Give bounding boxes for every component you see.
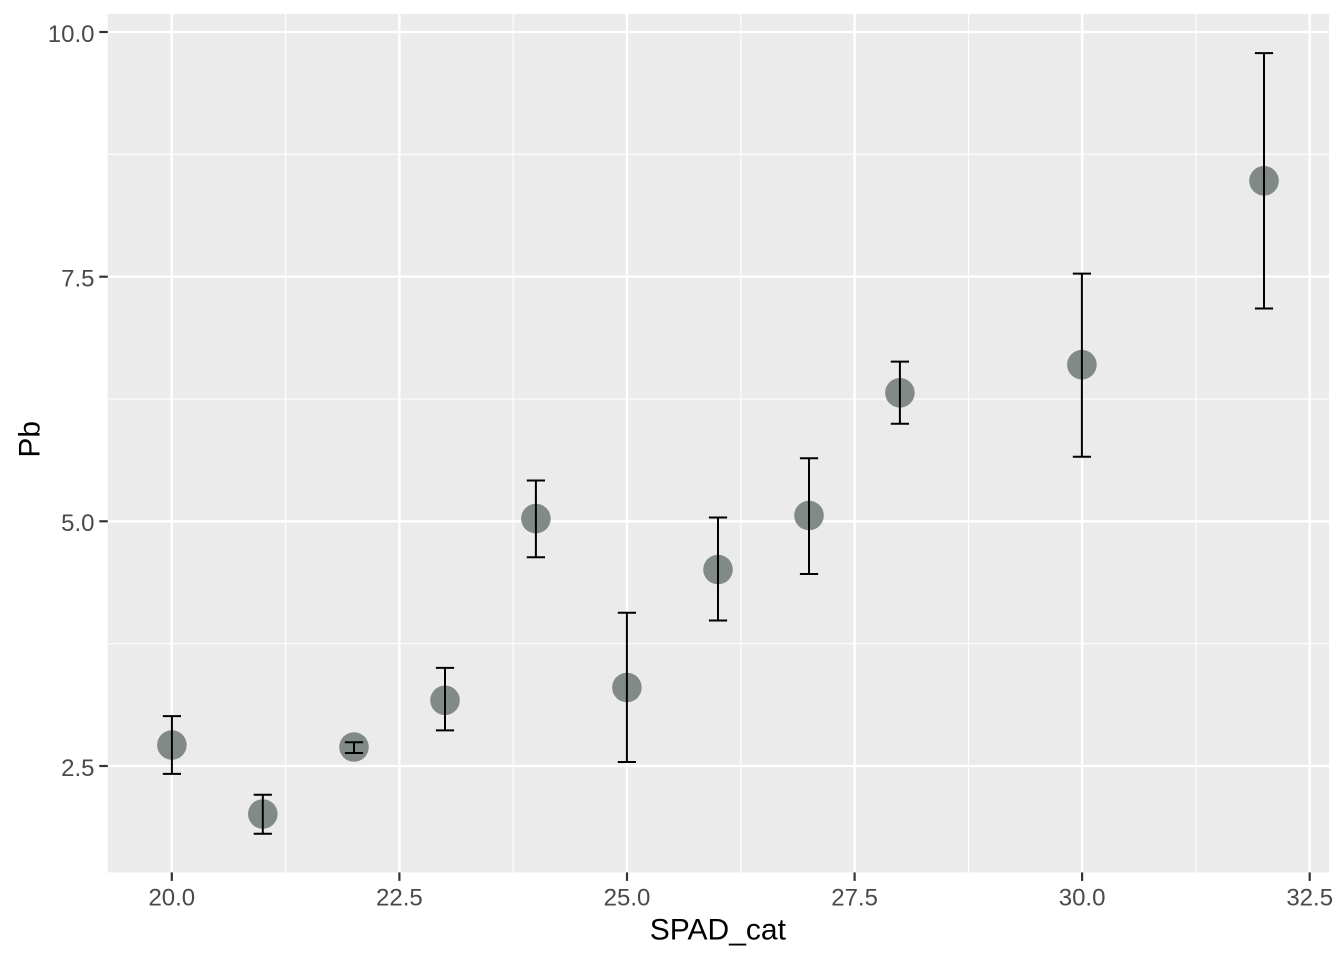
svg-text:2.5: 2.5 xyxy=(61,755,94,782)
svg-text:30.0: 30.0 xyxy=(1059,885,1106,912)
svg-text:20.0: 20.0 xyxy=(148,885,195,912)
svg-text:7.5: 7.5 xyxy=(61,266,94,293)
svg-text:Pb: Pb xyxy=(13,421,46,458)
svg-text:5.0: 5.0 xyxy=(61,510,94,537)
svg-text:SPAD_cat: SPAD_cat xyxy=(650,914,787,947)
svg-text:27.5: 27.5 xyxy=(831,885,878,912)
svg-text:10.0: 10.0 xyxy=(48,21,95,48)
svg-text:22.5: 22.5 xyxy=(376,885,423,912)
svg-text:32.5: 32.5 xyxy=(1286,885,1333,912)
svg-text:25.0: 25.0 xyxy=(604,885,651,912)
